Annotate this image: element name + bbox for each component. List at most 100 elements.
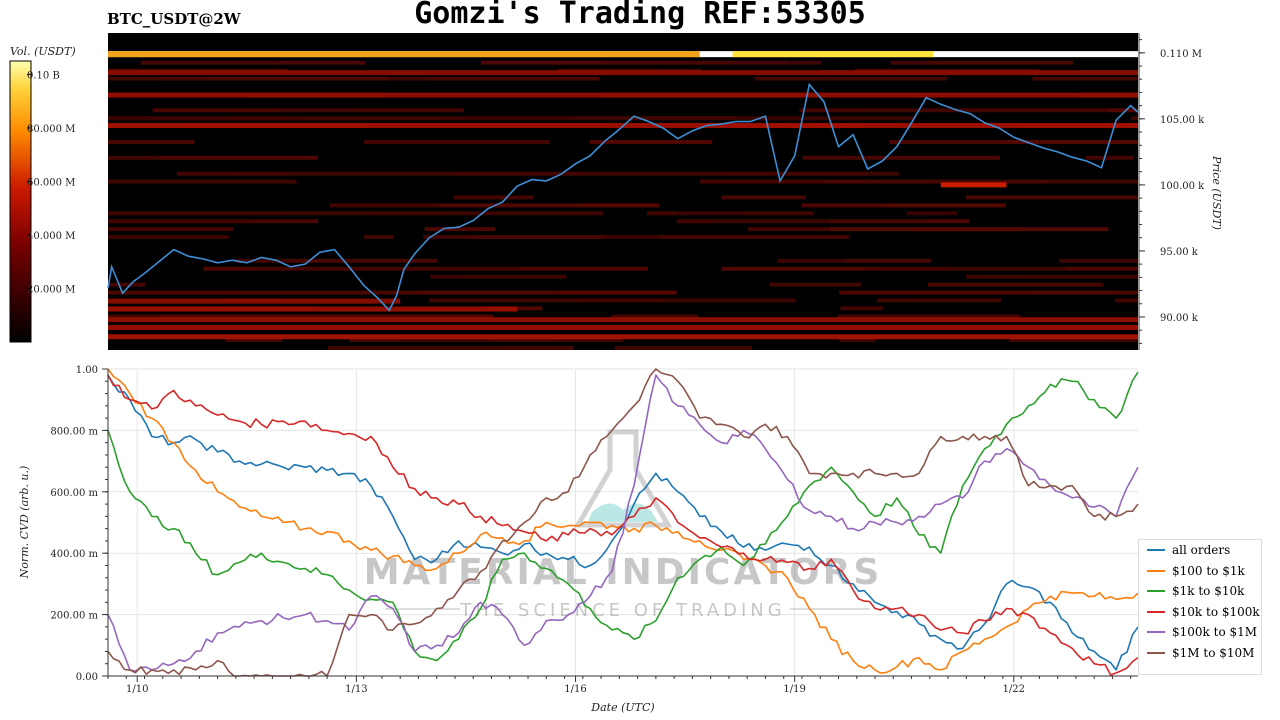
watermark: MATERIAL INDICATORS THE SCIENCE OF TRADIN… — [364, 429, 883, 621]
heatmap-cell — [108, 155, 159, 160]
heatmap-cell — [922, 60, 1073, 65]
heatmap-cell — [906, 211, 958, 216]
watermark-flask-icon — [573, 429, 673, 528]
heatmap-cell — [417, 290, 560, 295]
heatmap-band — [940, 182, 1007, 188]
colorbar-label: Vol. (USDT) — [10, 45, 76, 58]
heatmap-band — [108, 70, 1138, 76]
heatmap-cell — [206, 219, 253, 224]
heatmap-cell — [108, 139, 195, 144]
heatmap-cell — [225, 338, 283, 343]
cvd-y-axis-label: Norm. CVD (arb. u.) — [18, 466, 31, 580]
legend-item: all orders — [1139, 540, 1261, 561]
heatmap-cell — [579, 298, 664, 303]
heatmap-cell — [1109, 338, 1138, 343]
heatmap-cell — [559, 290, 677, 295]
heatmap-cell — [281, 108, 356, 113]
heatmap-cell — [252, 219, 319, 224]
legend-swatch — [1147, 549, 1165, 552]
heatmap-cell — [877, 298, 912, 303]
heatmap-cell — [1067, 266, 1138, 271]
heatmap-cell — [840, 306, 883, 311]
top-liquidity-band-yellow — [732, 51, 934, 58]
heatmap-cell — [429, 76, 600, 81]
heatmap-cell — [799, 108, 863, 113]
heatmap-cell — [329, 203, 439, 208]
heatmap-cell — [1032, 274, 1099, 279]
heatmap-cell — [1021, 227, 1109, 232]
cvd-series-line — [107, 374, 1139, 671]
heatmap-cell — [207, 76, 390, 81]
cvd-series-line — [107, 371, 1139, 662]
heatmap-cell — [438, 266, 520, 271]
heatmap-cell — [108, 227, 233, 232]
heatmap-cell — [456, 171, 578, 176]
heatmap-cell — [747, 227, 830, 232]
legend-item: $1M to $10M — [1139, 643, 1261, 664]
heatmap-band — [108, 334, 1138, 340]
heatmap-cell — [228, 116, 305, 121]
heatmap-cell — [676, 211, 746, 216]
legend-swatch — [1147, 651, 1165, 654]
heatmap-cell — [909, 227, 1022, 232]
heatmap-cell — [769, 282, 862, 287]
cvd-y-tick-label: 400.00 m — [50, 549, 98, 560]
heatmap-cell — [802, 155, 882, 160]
heatmap-cell — [829, 227, 910, 232]
heatmap-cell — [864, 266, 948, 271]
heatmap-cell — [443, 116, 573, 121]
heatmap-cell — [1085, 155, 1134, 160]
heatmap-cell — [839, 290, 1025, 295]
legend-swatch — [1147, 569, 1165, 572]
heatmap-cell — [325, 314, 494, 319]
heatmap-cell — [348, 338, 403, 343]
heatmap-cell — [364, 235, 394, 240]
heatmap-cell — [1048, 179, 1138, 184]
heatmap-cell — [304, 116, 350, 121]
legend-label: $10k to $100k — [1172, 604, 1260, 619]
heatmap-cell — [589, 139, 713, 144]
heatmap-cell — [429, 298, 580, 303]
cvd-x-tick-label: 1/19 — [783, 684, 805, 695]
heatmap-cell — [402, 338, 489, 343]
heatmap-cell — [349, 116, 444, 121]
legend-label: $1M to $10M — [1172, 645, 1255, 660]
heatmap-cell — [966, 274, 1033, 279]
heatmap-cell — [286, 171, 457, 176]
heatmap-cell — [963, 108, 1109, 113]
heatmap-cell — [108, 282, 146, 287]
price-tick-label: 90.00 k — [1160, 313, 1199, 324]
heatmap-cell — [203, 266, 255, 271]
heatmap-cell — [1024, 290, 1117, 295]
legend-label: $100 to $1k — [1172, 563, 1245, 578]
heatmap-cell — [453, 195, 534, 200]
heatmap-cell — [108, 211, 283, 216]
cvd-y-tick-label: 0.00 — [76, 672, 98, 683]
heatmap-cell — [108, 314, 159, 319]
heatmap-cell — [839, 338, 877, 343]
heatmap-cell — [287, 258, 438, 263]
colorbar-tick-label: 80.000 M — [27, 124, 75, 135]
heatmap-cell — [108, 116, 229, 121]
cvd-series-line — [107, 374, 1139, 672]
heatmap-cell — [611, 314, 699, 319]
heatmap-cell — [605, 60, 788, 65]
heatmap-cell — [629, 116, 735, 121]
watermark-text: MATERIAL INDICATORS — [364, 552, 883, 593]
colorbar-tick-label: 40.000 M — [27, 231, 75, 242]
cvd-y-tick-label: 1.00 — [76, 365, 98, 376]
heatmap-cell — [745, 211, 814, 216]
heatmap-cell — [423, 235, 467, 240]
heatmap-background — [108, 33, 1138, 350]
heatmap-cell — [1058, 258, 1138, 263]
price-axis-label: Price (USDT) — [1210, 155, 1223, 230]
heatmap-cell — [577, 171, 723, 176]
heatmap-cell — [108, 76, 160, 81]
legend-item: $100 to $1k — [1139, 561, 1261, 582]
legend-item: $1k to $10k — [1139, 581, 1261, 602]
heatmap-cell — [823, 179, 866, 184]
legend-label: all orders — [1172, 543, 1231, 558]
price-line — [107, 82, 1139, 312]
heatmap-cell — [430, 274, 464, 279]
heatmap-cell — [828, 219, 927, 224]
